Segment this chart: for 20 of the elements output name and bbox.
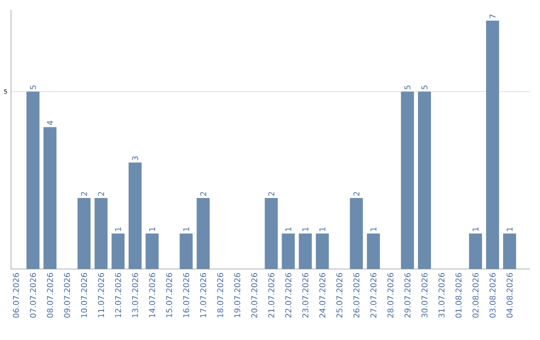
bar xyxy=(503,234,516,269)
bar xyxy=(350,198,363,269)
bar xyxy=(418,92,431,269)
bar xyxy=(298,234,312,269)
bar xyxy=(26,92,40,269)
bar xyxy=(366,234,380,269)
bar xyxy=(282,234,295,269)
bar xyxy=(486,20,500,269)
bar xyxy=(43,127,56,269)
bar xyxy=(196,198,210,269)
bar xyxy=(469,234,482,269)
bar xyxy=(264,198,278,269)
bar xyxy=(112,234,125,269)
bar xyxy=(128,162,142,269)
bar xyxy=(180,234,193,269)
bar xyxy=(78,198,91,269)
bar xyxy=(146,234,159,269)
bar xyxy=(400,92,414,269)
bar xyxy=(316,234,329,269)
bar xyxy=(94,198,108,269)
